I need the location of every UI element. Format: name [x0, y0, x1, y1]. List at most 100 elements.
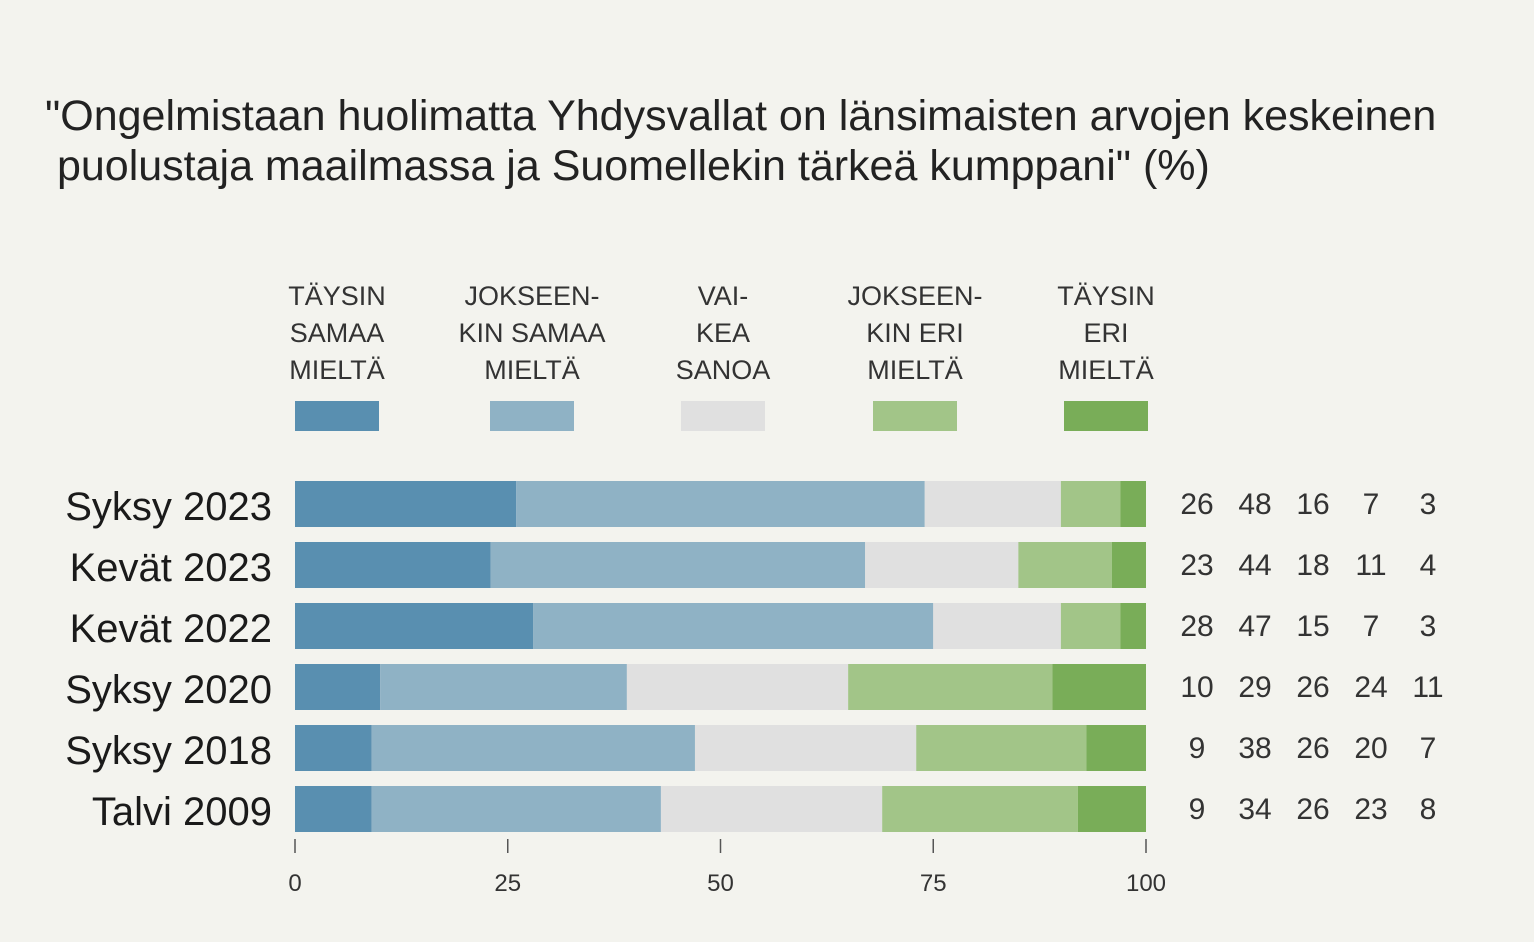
bar-segment: [295, 542, 491, 588]
row-label: Syksy 2023: [65, 485, 272, 529]
legend-label-line: MIELTÄ: [1058, 355, 1154, 385]
value-label-row: 10 29 26 24 11: [1180, 671, 1443, 704]
legend-item: TÄYSIN ERI MIELTÄ: [1057, 281, 1155, 431]
bar-row: Syksy 2023: [65, 481, 1146, 529]
legend-label-line: JOKSEEN-: [847, 281, 982, 311]
legend-label-line: VAI-: [698, 281, 749, 311]
bar-segment: [626, 664, 849, 710]
legend-label-line: MIELTÄ: [484, 355, 580, 385]
value-label: 4: [1420, 549, 1437, 582]
value-label: 48: [1238, 488, 1271, 521]
bar-segment: [933, 603, 1061, 649]
value-label: 3: [1420, 488, 1437, 521]
legend-swatch: [873, 401, 957, 431]
legend-item: JOKSEEN- KIN SAMAA MIELTÄ: [458, 281, 606, 431]
legend-label-line: ERI: [1083, 318, 1128, 348]
bar-segment: [916, 725, 1087, 771]
legend: TÄYSIN SAMAA MIELTÄ JOKSEEN- KIN SAMAA MIELTÄ…: [288, 281, 1155, 431]
bar-segment: [295, 786, 372, 832]
bar-segment: [882, 786, 1078, 832]
bar-row: Kevät 2023: [70, 542, 1146, 590]
value-label: 7: [1363, 488, 1380, 521]
value-label: 23: [1180, 549, 1213, 582]
row-label: Kevät 2023: [70, 546, 272, 590]
value-label: 9: [1189, 793, 1206, 826]
value-label: 23: [1354, 793, 1387, 826]
row-label: Talvi 2009: [92, 790, 272, 834]
value-label-row: 9 34 26 23 8: [1189, 793, 1437, 826]
legend-label-line: MIELTÄ: [289, 355, 385, 385]
bar-segment: [380, 664, 627, 710]
value-label: 44: [1238, 549, 1271, 582]
bar-segment: [660, 786, 883, 832]
value-label: 28: [1180, 610, 1213, 643]
chart-title-line-1: "Ongelmistaan huolimatta Yhdysvallat on …: [45, 92, 1437, 140]
bar-segment: [1086, 725, 1146, 771]
legend-swatch: [681, 401, 765, 431]
legend-label-line: MIELTÄ: [867, 355, 963, 385]
legend-item: JOKSEEN- KIN ERI MIELTÄ: [847, 281, 983, 431]
value-label-row: 9 38 26 20 7: [1189, 732, 1437, 765]
legend-item: VAI- KEA SANOA: [676, 281, 771, 431]
row-label: Kevät 2022: [70, 607, 272, 651]
value-label: 24: [1354, 671, 1387, 704]
legend-item: TÄYSIN SAMAA MIELTÄ: [288, 281, 386, 431]
bar-segment: [924, 481, 1061, 527]
bar-segment: [1111, 542, 1146, 588]
legend-label-line: KIN SAMAA: [458, 318, 605, 348]
x-tick-label: 75: [920, 870, 947, 897]
legend-label-line: SANOA: [676, 355, 771, 385]
legend-label-line: TÄYSIN: [288, 281, 386, 311]
value-label: 18: [1296, 549, 1329, 582]
value-label: 34: [1238, 793, 1271, 826]
bar-segment: [1018, 542, 1112, 588]
bar-segment: [295, 664, 381, 710]
bar-segment: [848, 664, 1053, 710]
value-label: 8: [1420, 793, 1437, 826]
value-label: 3: [1420, 610, 1437, 643]
value-label: 26: [1296, 671, 1329, 704]
bar-segment: [694, 725, 917, 771]
chart-title-line-2: puolustaja maailmassa ja Suomellekin tär…: [45, 142, 1210, 190]
x-axis: 0 25 50 75 100: [288, 839, 1166, 897]
row-label: Syksy 2018: [65, 729, 272, 773]
legend-label-line: KIN ERI: [866, 318, 964, 348]
value-label-row: 23 44 18 11 4: [1180, 549, 1436, 582]
legend-label-line: KEA: [696, 318, 750, 348]
value-label: 20: [1354, 732, 1387, 765]
bar-rows: Syksy 2023 Kevät 2023 Kevät 2022 Syksy 2020…: [65, 481, 1146, 834]
bar-row: Syksy 2018: [65, 725, 1146, 773]
value-label: 11: [1355, 549, 1386, 582]
row-label: Syksy 2020: [65, 668, 272, 712]
bar-segment: [1052, 664, 1146, 710]
bar-segment: [490, 542, 866, 588]
value-label: 26: [1296, 732, 1329, 765]
value-label: 7: [1363, 610, 1380, 643]
bar-segment: [533, 603, 934, 649]
legend-label-line: JOKSEEN-: [464, 281, 599, 311]
value-label: 38: [1238, 732, 1271, 765]
x-tick-label: 50: [707, 870, 734, 897]
x-tick-label: 0: [288, 870, 301, 897]
value-label: 9: [1189, 732, 1206, 765]
legend-swatch: [490, 401, 574, 431]
value-label: 26: [1180, 488, 1213, 521]
value-label: 29: [1238, 671, 1271, 704]
legend-swatch: [295, 401, 379, 431]
legend-label-line: SAMAA: [290, 318, 385, 348]
legend-label-line: TÄYSIN: [1057, 281, 1155, 311]
bar-segment: [295, 603, 534, 649]
value-label: 11: [1412, 671, 1443, 704]
bar-segment: [371, 786, 661, 832]
value-label: 10: [1180, 671, 1213, 704]
value-label: 15: [1296, 610, 1329, 643]
value-label: 16: [1296, 488, 1329, 521]
bar-row: Kevät 2022: [70, 603, 1146, 651]
bar-segment: [371, 725, 695, 771]
bar-segment: [1120, 481, 1146, 527]
bar-row: Talvi 2009: [92, 786, 1146, 834]
bar-segment: [1077, 786, 1146, 832]
bar-segment: [295, 481, 517, 527]
